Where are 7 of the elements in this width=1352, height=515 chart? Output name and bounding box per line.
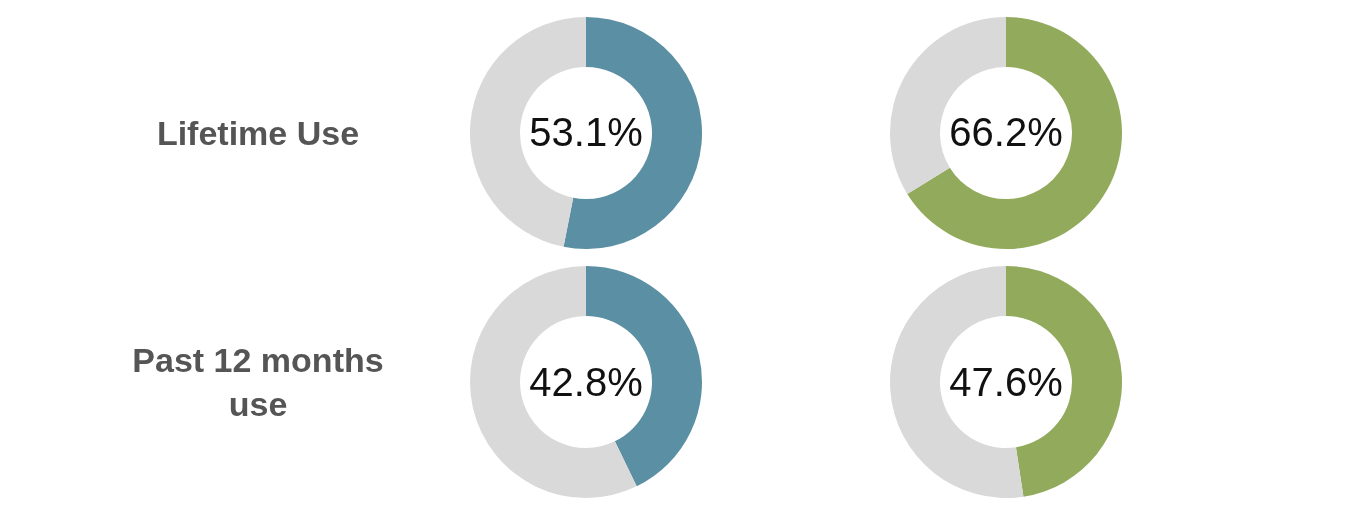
donut-slice <box>907 16 1122 249</box>
data-label: 53.1% <box>528 109 644 157</box>
data-label: 66.2% <box>948 109 1064 157</box>
data-label: 47.6% <box>948 358 1064 406</box>
data-label: 42.8% <box>528 358 644 406</box>
text: Lifetime Use <box>155 112 361 154</box>
text: Past 12 months use <box>131 340 385 426</box>
